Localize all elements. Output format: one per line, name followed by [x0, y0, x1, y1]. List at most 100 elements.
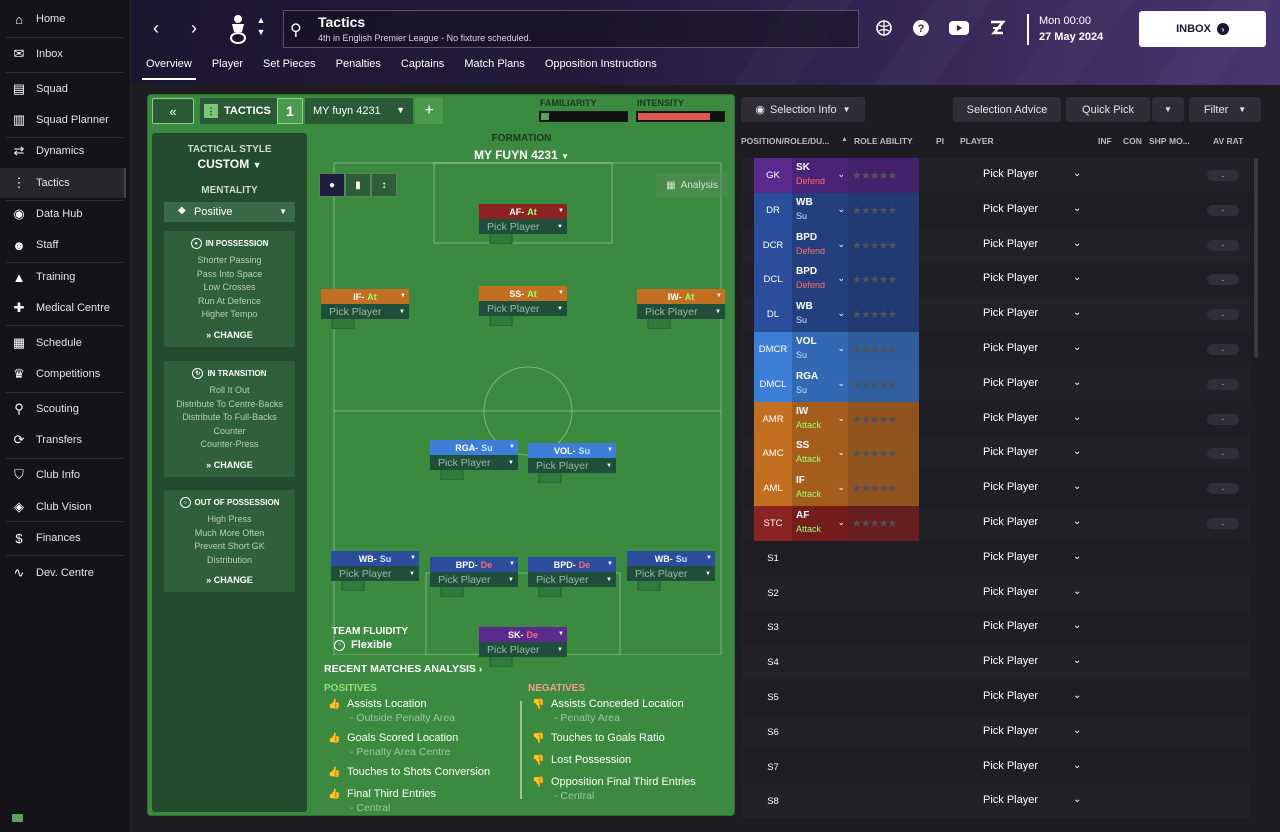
- analysis-button[interactable]: ▦ Analysis: [656, 173, 728, 197]
- column-header[interactable]: MO...: [1169, 136, 1190, 146]
- column-header[interactable]: PLAYER: [960, 136, 994, 146]
- sort-ascending-icon[interactable]: ▲: [841, 136, 848, 143]
- selection-row[interactable]: AML IF Attack ⌄ ★★★★★ Pick Player ⌄ -: [741, 471, 1253, 507]
- recent-matches-analysis-link[interactable]: RECENT MATCHES ANALYSIS ›: [324, 663, 482, 675]
- sidebar-item-club-vision[interactable]: ◈ Club Vision: [0, 492, 126, 522]
- column-header[interactable]: AV RAT: [1213, 136, 1244, 146]
- sidebar-item-transfers[interactable]: ⟳ Transfers: [0, 425, 126, 455]
- sidebar-item-home[interactable]: ⌂ Home: [0, 4, 126, 34]
- pick-player-select[interactable]: Pick Player: [983, 376, 1039, 389]
- chevron-down-icon[interactable]: ⌄: [1073, 202, 1082, 214]
- chevron-down-icon[interactable]: ⌄: [1073, 446, 1082, 458]
- chevron-down-icon[interactable]: ⌄: [1073, 237, 1082, 249]
- sidebar-item-squad-planner[interactable]: ▥ Squad Planner: [0, 105, 126, 135]
- sidebar-item-training[interactable]: ▲ Training: [0, 262, 126, 292]
- quick-pick-button[interactable]: Quick Pick: [1066, 97, 1150, 122]
- tactic-slot-number[interactable]: 1: [277, 98, 303, 124]
- column-header[interactable]: PI: [936, 136, 945, 146]
- pick-player-select[interactable]: Pick Player: [983, 759, 1039, 772]
- intensity-meter[interactable]: [636, 111, 725, 122]
- pick-player-select[interactable]: Pick Player: [983, 168, 1039, 180]
- sidebar-item-tactics[interactable]: ⋮ Tactics: [0, 168, 126, 198]
- sidebar-item-inbox[interactable]: ✉ Inbox: [0, 39, 126, 69]
- selection-row[interactable]: GK SK Defend ⌄ ★★★★★ Pick Player ⌄ -: [741, 158, 1253, 193]
- role-select[interactable]: IF Attack ⌄: [792, 471, 848, 507]
- pick-player-select[interactable]: Pick Player: [983, 272, 1039, 285]
- column-header[interactable]: ROLE ABILITY: [854, 136, 913, 146]
- selection-row[interactable]: DL WB Su ⌄ ★★★★★ Pick Player ⌄ -: [741, 297, 1253, 333]
- sidebar-item-competitions[interactable]: ♛ Competitions: [0, 359, 126, 389]
- sidebar-item-dev-centre[interactable]: ∿ Dev. Centre: [0, 558, 126, 588]
- tactical-style-select[interactable]: CUSTOM ▼: [152, 157, 307, 171]
- forward-button[interactable]: ›: [181, 14, 207, 42]
- pick-player-select[interactable]: Pick Player ▼: [637, 304, 725, 319]
- selection-row[interactable]: S7 Pick Player ⌄: [741, 749, 1253, 784]
- selection-row[interactable]: DMCR VOL Su ⌄ ★★★★★ Pick Player ⌄ -: [741, 332, 1253, 367]
- sidebar-item-club-info[interactable]: ⛉ Club Info: [0, 460, 126, 490]
- role-select[interactable]: WB Su ⌄: [792, 192, 848, 228]
- role-select[interactable]: AF Attack ⌄: [792, 506, 848, 541]
- pick-player-select[interactable]: Pick Player: [983, 481, 1039, 494]
- pick-player-select[interactable]: Pick Player: [983, 202, 1039, 215]
- sidebar-item-staff[interactable]: ☻ Staff: [0, 230, 126, 260]
- selection-info-button[interactable]: ◉ Selection Info ▼: [741, 97, 865, 122]
- analysis-item[interactable]: 👍 Final Third Entries - Central: [328, 787, 436, 815]
- stats-view-button[interactable]: ▮: [345, 173, 371, 197]
- collapse-panel-button[interactable]: «: [152, 98, 194, 124]
- help-icon[interactable]: ?: [910, 17, 932, 39]
- chevron-down-icon[interactable]: ⌄: [1073, 516, 1082, 527]
- pick-player-select[interactable]: Pick Player ▼: [528, 572, 616, 587]
- chevron-down-icon[interactable]: ⌄: [1073, 376, 1082, 388]
- sidebar-item-schedule[interactable]: ▦ Schedule: [0, 328, 126, 358]
- tab-set-pieces[interactable]: Set Pieces: [263, 58, 316, 70]
- role-select[interactable]: IF - At ▼: [321, 289, 409, 304]
- youtube-icon[interactable]: [948, 17, 970, 39]
- pick-player-select[interactable]: Pick Player: [983, 690, 1039, 702]
- out-of-possession-change-button[interactable]: » CHANGE: [164, 575, 295, 585]
- analysis-item[interactable]: 👎 Assists Conceded Location - Penalty Area: [532, 697, 684, 725]
- selection-row[interactable]: STC AF Attack ⌄ ★★★★★ Pick Player ⌄ -: [741, 506, 1253, 541]
- role-select[interactable]: VOL Su ⌄: [792, 332, 848, 367]
- pick-player-select[interactable]: Pick Player: [983, 724, 1039, 737]
- selection-row[interactable]: S1 Pick Player ⌄: [741, 540, 1253, 575]
- sidebar-item-squad[interactable]: ▤ Squad: [0, 74, 126, 104]
- mentality-select[interactable]: ◆ Positive ▼: [164, 202, 295, 222]
- column-header[interactable]: SHP: [1149, 136, 1167, 146]
- chevron-down-icon[interactable]: ⌄: [1073, 655, 1082, 667]
- tab-player[interactable]: Player: [211, 58, 244, 70]
- selection-row[interactable]: DCR BPD Defend ⌄ ★★★★★ Pick Player ⌄ -: [741, 227, 1253, 263]
- inbox-continue-button[interactable]: INBOX ›: [1139, 11, 1266, 47]
- pick-player-select[interactable]: Pick Player ▼: [331, 566, 419, 581]
- selection-row[interactable]: DR WB Su ⌄ ★★★★★ Pick Player ⌄ -: [741, 192, 1253, 228]
- pick-player-select[interactable]: Pick Player: [983, 620, 1039, 633]
- role-select[interactable]: VOL - Su ▼: [528, 443, 616, 458]
- instructions-view-button[interactable]: ↕: [371, 173, 397, 197]
- selection-row[interactable]: AMC SS Attack ⌄ ★★★★★ Pick Player ⌄ -: [741, 436, 1253, 472]
- sidebar-item-dynamics[interactable]: ⇄ Dynamics: [0, 136, 126, 166]
- role-select[interactable]: IW Attack ⌄: [792, 401, 848, 437]
- tab-penalties[interactable]: Penalties: [335, 58, 381, 70]
- pick-player-select[interactable]: Pick Player: [983, 237, 1039, 250]
- sidebar-item-scouting[interactable]: ⚲ Scouting: [0, 394, 126, 424]
- column-header[interactable]: POSITION/ROLE/DU...: [741, 136, 830, 146]
- role-select[interactable]: BPD - De ▼: [528, 557, 616, 572]
- role-select[interactable]: SS - At ▼: [479, 286, 567, 301]
- pick-player-select[interactable]: Pick Player ▼: [321, 304, 409, 319]
- selection-row[interactable]: DMCL RGA Su ⌄ ★★★★★ Pick Player ⌄ -: [741, 366, 1253, 402]
- filter-button[interactable]: Filter ▼: [1189, 97, 1261, 122]
- pick-player-select[interactable]: Pick Player: [983, 550, 1039, 563]
- tab-match-plans[interactable]: Match Plans: [464, 58, 525, 70]
- role-select[interactable]: WB Su ⌄: [792, 297, 848, 333]
- globe-icon[interactable]: [873, 17, 895, 39]
- chevron-down-icon[interactable]: ⌄: [1073, 550, 1082, 562]
- club-crest-icon[interactable]: [227, 12, 249, 46]
- role-select[interactable]: BPD Defend ⌄: [792, 262, 848, 298]
- analysis-item[interactable]: 👎 Opposition Final Third Entries - Central: [532, 775, 696, 803]
- add-tactic-button[interactable]: +: [415, 98, 443, 124]
- selection-row[interactable]: S3 Pick Player ⌄: [741, 610, 1253, 645]
- chevron-down-icon[interactable]: ⌄: [1073, 794, 1082, 806]
- in-possession-change-button[interactable]: » CHANGE: [164, 330, 295, 340]
- chevron-down-icon[interactable]: ⌄: [1073, 759, 1082, 771]
- player-view-button[interactable]: ●: [319, 173, 345, 197]
- chevron-down-icon[interactable]: ⌄: [1073, 272, 1082, 284]
